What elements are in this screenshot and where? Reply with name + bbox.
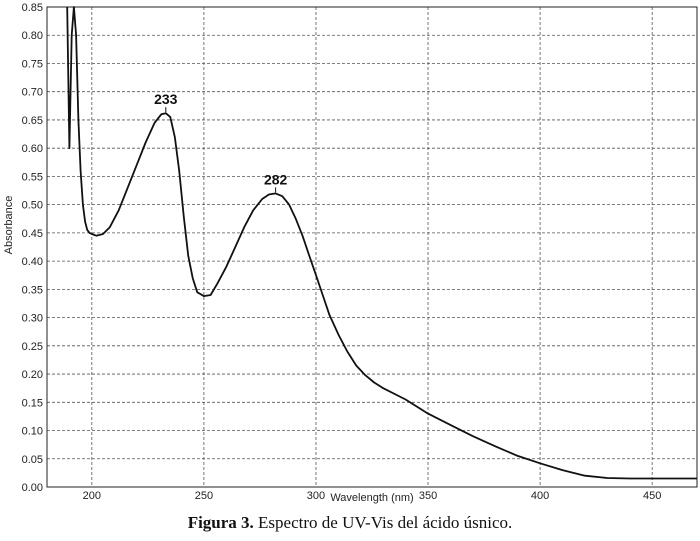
x-tick-label: 350 xyxy=(419,490,437,502)
y-axis-label: Absorbance xyxy=(3,196,15,255)
y-tick-label: 0.10 xyxy=(22,426,43,438)
y-tick-labels: 0.00 0.05 0.10 0.15 0.20 0.25 0.30 0.35 0.40 0.45… xyxy=(22,2,43,494)
x-tick-labels: 200 250 300 350 400 450 xyxy=(83,490,662,502)
y-tick-label: 0.20 xyxy=(22,369,43,381)
figure-caption-text: Espectro de UV-Vis del ácido úsnico. xyxy=(253,513,513,532)
figure-caption-label: Figura 3. xyxy=(187,513,254,532)
peak-label: 233 xyxy=(154,91,178,107)
y-tick-label: 0.70 xyxy=(22,87,43,99)
y-tick-label: 0.55 xyxy=(22,171,43,183)
y-tick-label: 0.65 xyxy=(22,115,43,127)
absorbance-series-line xyxy=(66,6,697,480)
x-tick-label: 450 xyxy=(643,490,661,502)
y-tick-label: 0.25 xyxy=(22,341,43,353)
plot-frame xyxy=(46,6,698,488)
y-tick-label: 0.40 xyxy=(22,256,43,268)
x-tick-label: 400 xyxy=(531,490,549,502)
y-tick-label: 0.50 xyxy=(22,200,43,212)
y-tick-label: 0.60 xyxy=(22,143,43,155)
x-axis-label: Wavelength (nm) xyxy=(330,492,413,504)
y-tick-label: 0.35 xyxy=(22,284,43,296)
y-tick-label: 0.75 xyxy=(22,58,43,70)
grid-lines xyxy=(47,6,697,488)
y-tick-label: 0.80 xyxy=(22,30,43,42)
x-tick-label: 300 xyxy=(307,490,325,502)
figure-caption: Figura 3. Espectro de UV-Vis del ácido ú… xyxy=(0,513,700,533)
x-tick-label: 200 xyxy=(83,490,101,502)
y-tick-label: 0.05 xyxy=(22,454,43,466)
y-tick-label: 0.45 xyxy=(22,228,43,240)
peak-label: 282 xyxy=(264,171,288,187)
peak-annotations: 233 282 xyxy=(154,91,288,193)
x-tick-label: 250 xyxy=(195,490,213,502)
y-tick-label: 0.85 xyxy=(22,2,43,14)
y-tick-label: 0.30 xyxy=(22,313,43,325)
y-tick-label: 0.15 xyxy=(22,397,43,409)
y-tick-label: 0.00 xyxy=(22,482,43,494)
